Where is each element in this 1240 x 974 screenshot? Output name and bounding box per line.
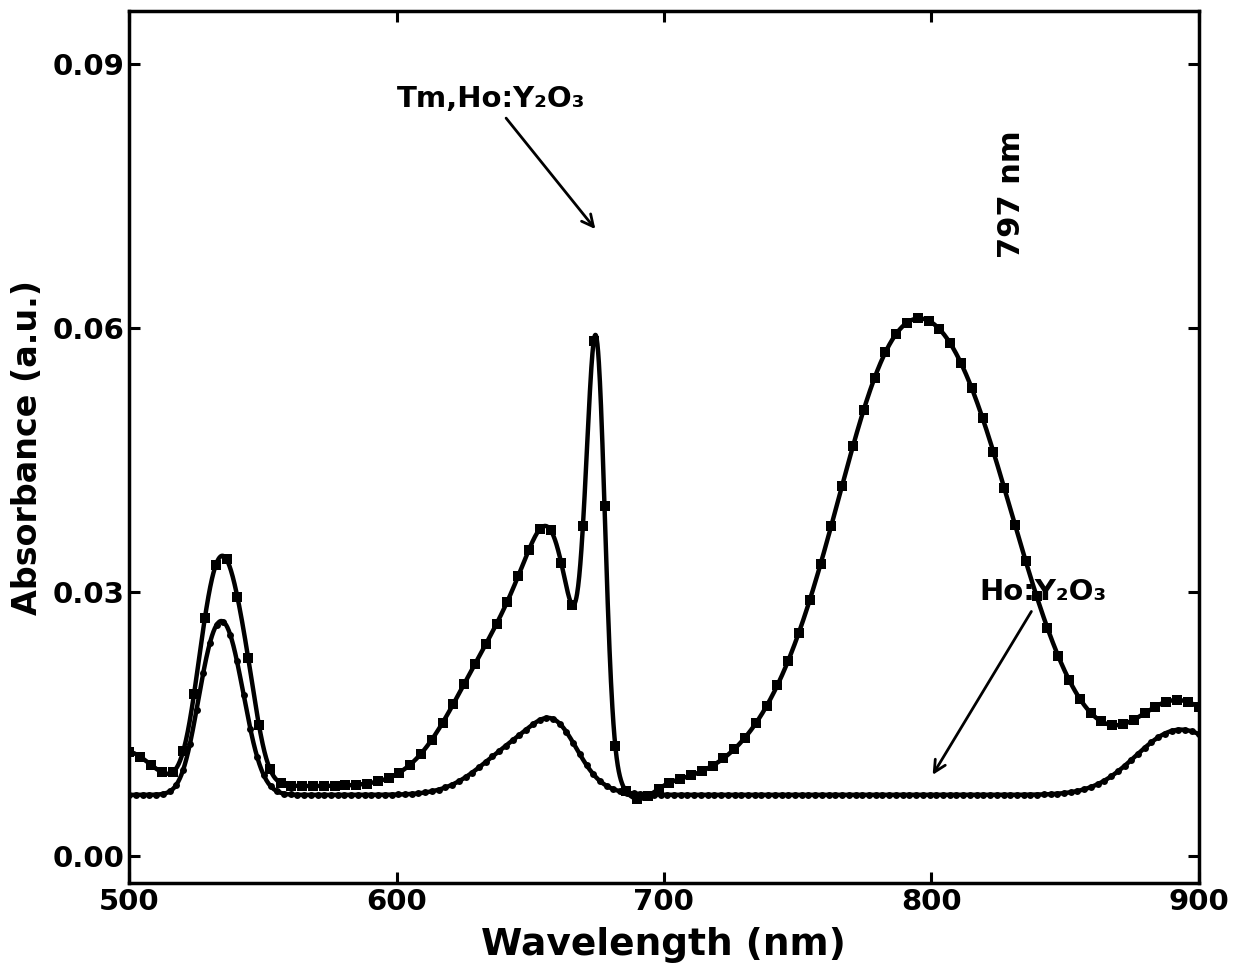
Text: 797 nm: 797 nm: [997, 131, 1025, 258]
X-axis label: Wavelength (nm): Wavelength (nm): [481, 927, 847, 963]
Y-axis label: Absorbance (a.u.): Absorbance (a.u.): [11, 280, 45, 615]
Text: Tm,Ho:Y₂O₃: Tm,Ho:Y₂O₃: [397, 85, 594, 227]
Text: Ho:Y₂O₃: Ho:Y₂O₃: [934, 579, 1106, 772]
